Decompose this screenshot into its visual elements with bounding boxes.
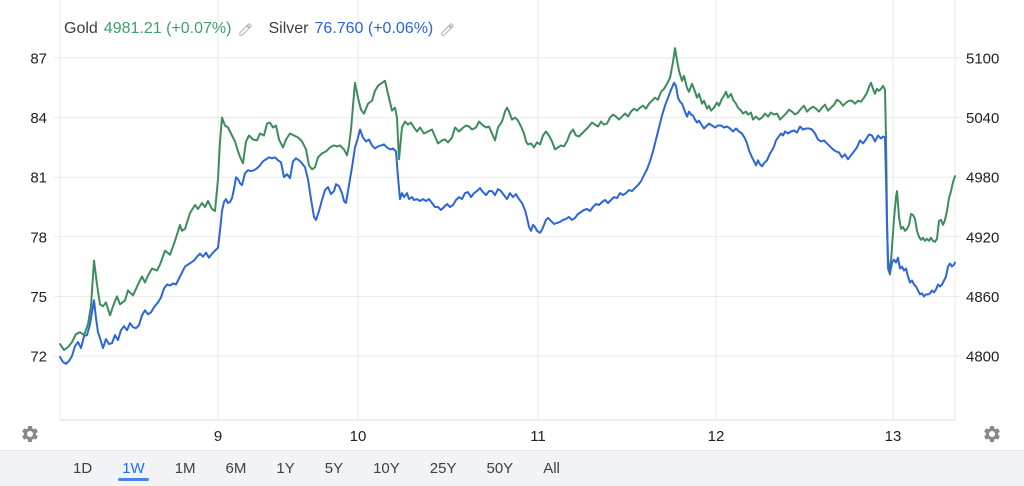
pencil-icon (239, 22, 253, 36)
range-button-1y[interactable]: 1Y (276, 459, 295, 477)
x-axis-tick: 10 (350, 428, 367, 445)
left-axis-tick: 75 (30, 289, 47, 306)
left-axis-tick: 84 (30, 110, 47, 127)
range-button-25y[interactable]: 25Y (429, 459, 457, 477)
silver-edit-button[interactable] (439, 21, 456, 38)
range-button-all[interactable]: All (543, 459, 560, 477)
legend: Gold 4981.21 (+0.07%) Silver 76.760 (+0.… (64, 20, 456, 38)
gold-label: Gold (64, 20, 98, 37)
right-axis-settings-button[interactable] (982, 424, 1004, 446)
left-axis-settings-button[interactable] (20, 424, 42, 446)
right-axis-tick: 4980 (966, 170, 999, 187)
right-axis-tick: 4800 (966, 349, 999, 366)
left-axis-tick: 72 (30, 349, 47, 366)
range-button-10y[interactable]: 10Y (373, 459, 400, 477)
right-axis-tick: 4920 (966, 229, 999, 246)
gold-line (59, 47, 956, 351)
pencil-icon (441, 22, 454, 36)
left-axis-tick: 87 (30, 51, 47, 68)
time-range-toolbar: 1D 1W 1M 6M 1Y 5Y 10Y 25Y 50Y All (0, 450, 1024, 486)
silver-line (59, 81, 956, 365)
silver-value: 76.760 (+0.06%) (314, 20, 434, 37)
right-axis-tick: 4860 (966, 289, 999, 306)
gold-edit-button[interactable] (237, 21, 254, 38)
range-button-5y[interactable]: 5Y (324, 459, 344, 477)
right-axis-tick: 5100 (966, 51, 999, 68)
range-button-1d[interactable]: 1D (73, 459, 93, 477)
x-axis-tick: 13 (885, 428, 902, 445)
gear-icon (22, 425, 38, 442)
legend-gold: Gold 4981.21 (+0.07%) (64, 20, 254, 38)
gear-icon (984, 425, 1000, 442)
silver-label: Silver (268, 20, 309, 37)
range-button-1m[interactable]: 1M (174, 459, 196, 477)
range-button-50y[interactable]: 50Y (486, 459, 514, 477)
left-axis-tick: 81 (30, 170, 47, 187)
right-axis-tick: 5040 (966, 110, 999, 127)
range-button-1w[interactable]: 1W (111, 454, 156, 484)
x-axis-tick: 11 (530, 428, 546, 445)
range-button-6m[interactable]: 6M (225, 459, 247, 477)
left-axis-tick: 78 (30, 229, 47, 246)
x-axis-tick: 12 (708, 428, 725, 445)
legend-silver: Silver 76.760 (+0.06%) (268, 20, 456, 38)
chart-plot-area[interactable]: 87 84 81 78 75 72 5100 5040 4980 4920 4860 4800 9 10 1… (0, 0, 1024, 450)
gold-value: 4981.21 (+0.07%) (103, 20, 232, 37)
x-axis-tick: 9 (214, 428, 222, 445)
